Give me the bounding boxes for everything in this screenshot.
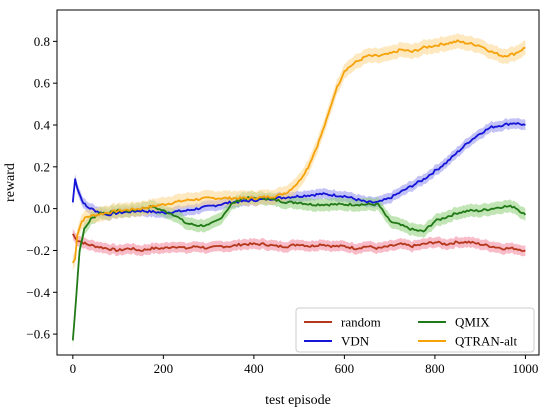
x-tick-label: 200 (154, 361, 174, 376)
axes: 0 200 400 600 800 1000 −0.6 −0.4 −0.2 0.0 0.2 0.4 0.… (26, 9, 540, 376)
confidence-bands (72, 33, 526, 347)
x-tick-label: 800 (425, 361, 445, 376)
legend: random VDN QMIX QTRAN-alt (295, 307, 535, 353)
y-tick-label: 0.0 (34, 201, 50, 216)
y-tick-label: −0.2 (26, 243, 50, 258)
series-line-random (72, 233, 526, 253)
series-lines (71, 39, 527, 341)
y-tick-label: −0.6 (26, 327, 50, 342)
legend-label-qtran-alt: QTRAN-alt (455, 334, 517, 349)
legend-label-vdn: VDN (341, 334, 370, 349)
legend-box (295, 307, 535, 353)
y-tick-label: 0.8 (34, 34, 50, 49)
legend-label-qmix: QMIX (455, 315, 490, 330)
y-tick-label: −0.4 (26, 285, 50, 300)
x-tick-label: 0 (70, 361, 77, 376)
x-tick-label: 1000 (512, 361, 538, 376)
x-tick-label: 400 (244, 361, 264, 376)
band-qmix (72, 190, 526, 347)
y-axis-label: reward (3, 163, 18, 202)
x-axis-label: test episode (265, 393, 331, 408)
plot-frame (56, 9, 540, 356)
y-tick-label: 0.2 (34, 159, 50, 174)
series-line-qtran-alt (72, 39, 526, 264)
x-tick-label: 600 (335, 361, 355, 376)
y-tick-label: 0.6 (34, 76, 51, 91)
legend-label-random: random (341, 315, 381, 330)
y-tick-label: 0.4 (34, 118, 51, 133)
series-line-vdn (71, 122, 526, 217)
